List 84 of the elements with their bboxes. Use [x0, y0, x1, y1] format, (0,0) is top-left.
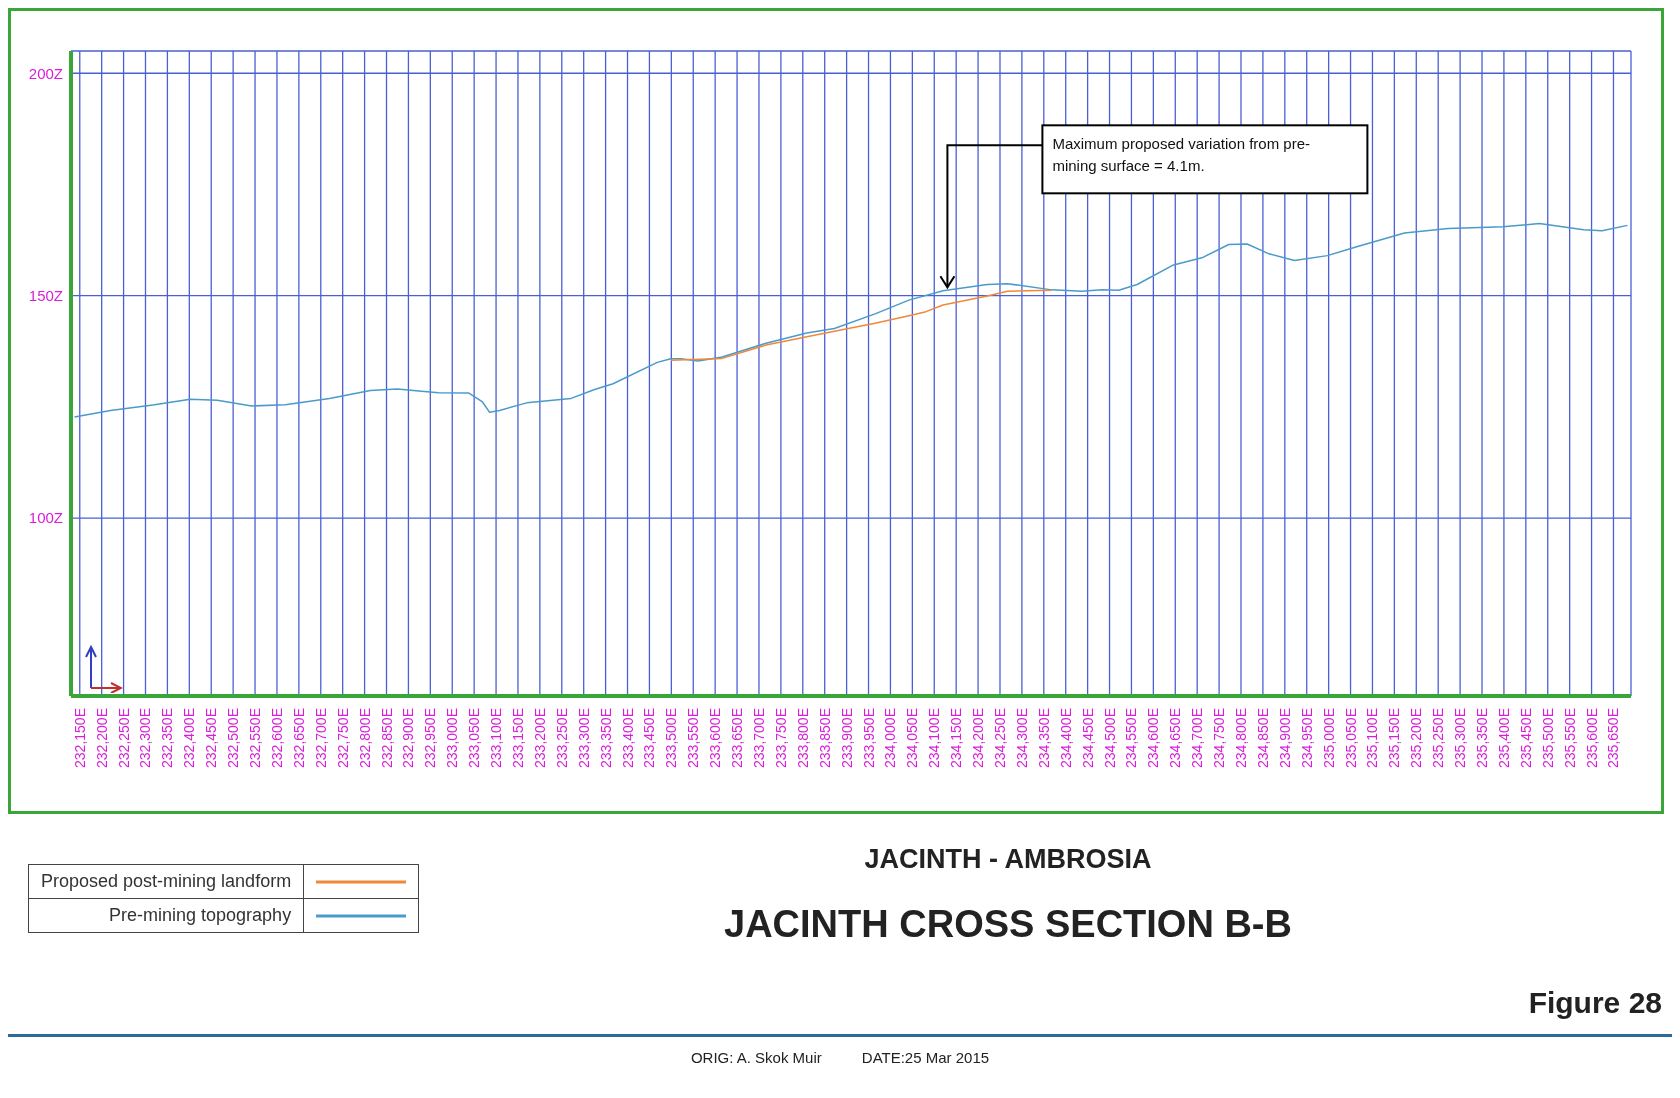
- text: DATE:25 Mar 2015: [861, 1049, 990, 1066]
- annotation: Maximum proposed variation from pre-mining surface = 4.1m.: [1052, 134, 1311, 177]
- x-tick-label: 232,500E: [225, 708, 242, 768]
- x-tick-label: 232,850E: [378, 708, 395, 768]
- x-tick-label: 232,800E: [356, 708, 373, 768]
- x-tick-label: 235,100E: [1364, 708, 1381, 768]
- x-tick-label: 232,750E: [334, 708, 351, 768]
- x-tick-label: 233,050E: [466, 708, 483, 768]
- x-tick-label: 233,400E: [619, 708, 636, 768]
- x-tick-label: 233,750E: [772, 708, 789, 768]
- x-tick-label: 233,550E: [685, 708, 702, 768]
- x-tick-label: 235,200E: [1408, 708, 1425, 768]
- x-tick-label: 232,700E: [312, 708, 329, 768]
- x-tick-label: 234,400E: [1057, 708, 1074, 768]
- x-tick-label: 233,600E: [707, 708, 724, 768]
- x-tick-label: 234,050E: [904, 708, 921, 768]
- y-tick-label: 150Z: [28, 286, 63, 304]
- x-tick-label: 232,300E: [137, 708, 154, 768]
- x-tick-label: 233,350E: [597, 708, 614, 768]
- x-tick-label: 235,000E: [1320, 708, 1337, 768]
- x-tick-label: 233,200E: [531, 708, 548, 768]
- text: JACINTH - AMBROSIA: [863, 844, 1153, 875]
- x-tick-label: 232,900E: [400, 708, 417, 768]
- x-tick-label: 233,850E: [816, 708, 833, 768]
- text: JACINTH CROSS SECTION B-B: [723, 903, 1293, 946]
- x-tick-label: 233,700E: [750, 708, 767, 768]
- x-tick-label: 232,950E: [422, 708, 439, 768]
- x-tick-label: 232,400E: [181, 708, 198, 768]
- x-tick-label: 232,150E: [71, 708, 88, 768]
- x-tick-label: 235,600E: [1583, 708, 1600, 768]
- x-tick-label: 233,250E: [553, 708, 570, 768]
- x-tick-label: 235,550E: [1561, 708, 1578, 768]
- x-tick-label: 235,350E: [1474, 708, 1491, 768]
- x-tick-label: 233,300E: [575, 708, 592, 768]
- x-tick-label: 235,150E: [1386, 708, 1403, 768]
- y-tick-label: 200Z: [28, 64, 63, 82]
- x-tick-label: 233,450E: [641, 708, 658, 768]
- x-tick-label: 233,900E: [838, 708, 855, 768]
- x-tick-label: 234,250E: [991, 708, 1008, 768]
- x-tick-label: 233,650E: [729, 708, 746, 768]
- x-tick-label: 234,900E: [1276, 708, 1293, 768]
- x-tick-label: 235,650E: [1605, 708, 1622, 768]
- x-tick-label: 234,950E: [1298, 708, 1315, 768]
- x-tick-label: 232,200E: [93, 708, 110, 768]
- x-tick-label: 234,000E: [882, 708, 899, 768]
- x-tick-label: 235,050E: [1342, 708, 1359, 768]
- x-tick-label: 234,150E: [948, 708, 965, 768]
- legend-label: Pre-mining topography: [28, 898, 304, 933]
- x-tick-label: 235,450E: [1517, 708, 1534, 768]
- x-tick-label: 232,550E: [247, 708, 264, 768]
- x-tick-label: 234,450E: [1079, 708, 1096, 768]
- x-tick-label: 234,550E: [1123, 708, 1140, 768]
- y-tick-label: 100Z: [28, 509, 63, 527]
- x-tick-label: 234,350E: [1035, 708, 1052, 768]
- line-series: [73, 222, 1629, 418]
- x-tick-label: 234,500E: [1101, 708, 1118, 768]
- x-tick-label: 234,200E: [970, 708, 987, 768]
- x-tick-label: 234,100E: [926, 708, 943, 768]
- x-tick-label: 233,150E: [509, 708, 526, 768]
- x-tick-label: 234,850E: [1254, 708, 1271, 768]
- x-tick-label: 232,350E: [159, 708, 176, 768]
- x-tick-label: 234,300E: [1013, 708, 1030, 768]
- x-tick-label: 232,450E: [203, 708, 220, 768]
- x-tick-label: 235,250E: [1430, 708, 1447, 768]
- x-tick-label: 234,650E: [1167, 708, 1184, 768]
- legend-label: Proposed post-mining landform: [28, 864, 304, 899]
- x-tick-label: 232,600E: [268, 708, 285, 768]
- x-tick-label: 235,300E: [1452, 708, 1469, 768]
- line-series: [670, 289, 1053, 361]
- x-tick-label: 234,750E: [1211, 708, 1228, 768]
- x-tick-label: 233,500E: [663, 708, 680, 768]
- x-tick-label: 232,250E: [115, 708, 132, 768]
- x-tick-label: 232,650E: [290, 708, 307, 768]
- caption: Figure 28: [1528, 986, 1662, 1020]
- x-tick-label: 235,500E: [1539, 708, 1556, 768]
- x-tick-label: 234,700E: [1189, 708, 1206, 768]
- x-tick-label: 234,800E: [1233, 708, 1249, 768]
- x-tick-label: 234,600E: [1145, 708, 1162, 768]
- x-tick-label: 233,000E: [444, 708, 461, 768]
- x-tick-label: 233,800E: [794, 708, 811, 768]
- text: ORIG: A. Skok Muir: [690, 1049, 822, 1066]
- x-tick-label: 235,400E: [1495, 708, 1512, 768]
- x-tick-label: 233,950E: [860, 708, 877, 768]
- x-tick-label: 233,100E: [488, 708, 505, 768]
